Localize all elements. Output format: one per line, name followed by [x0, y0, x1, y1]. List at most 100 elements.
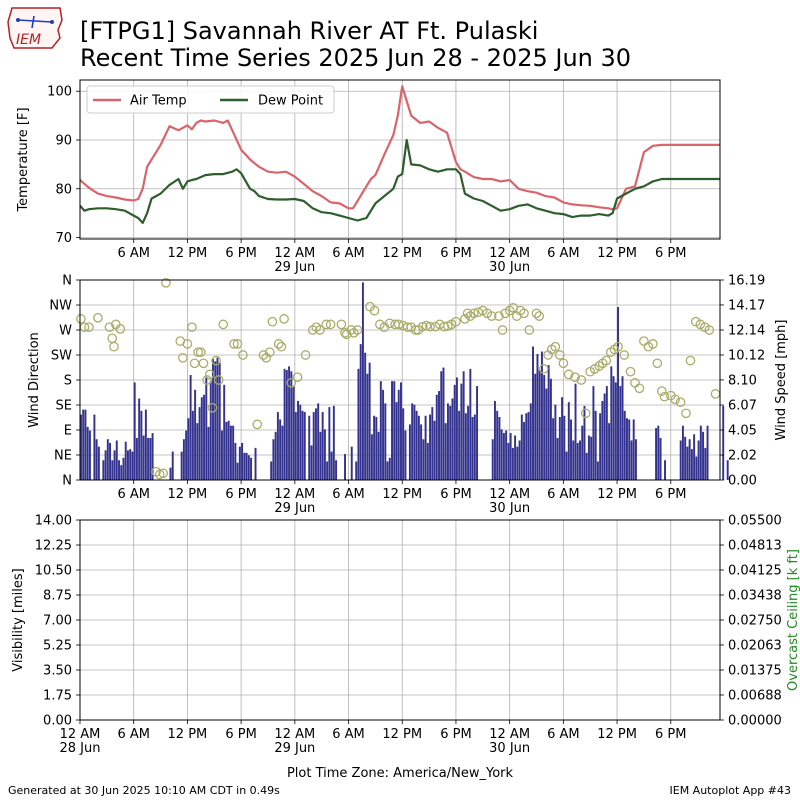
app-credit: IEM Autoplot App #43 [669, 784, 792, 797]
wind-speed-bar [182, 439, 185, 480]
wind-direction-point [161, 277, 171, 288]
wind-speed-bar [706, 425, 709, 480]
wind-speed-bar [554, 404, 557, 480]
wind-speed-bar [493, 400, 496, 480]
y-tick-label: N [62, 274, 72, 289]
y-right-tick-label: 0.04125 [728, 564, 782, 579]
y-right-tick-label: 0.00688 [728, 688, 782, 703]
wind-speed-bar [525, 413, 528, 480]
wind-speed-bar [415, 410, 418, 480]
wind-speed-bar [462, 371, 465, 480]
wind-speed-bar [458, 410, 461, 480]
wind-speed-bar [545, 388, 548, 480]
wind-direction-point [393, 319, 404, 330]
x-tick-label: 6 PM [440, 246, 471, 261]
wind-speed-bar [543, 375, 546, 480]
x-tick-label: 6 AM [547, 487, 580, 502]
wind-direction-point [109, 341, 119, 352]
wind-speed-bar [599, 413, 602, 480]
wind-speed-bar [220, 430, 223, 480]
wind-direction-point [524, 325, 535, 335]
plot-frame [79, 79, 721, 240]
wind-speed-bar [558, 417, 561, 480]
wind-speed-bar [514, 435, 517, 480]
wind-direction-point [497, 325, 508, 335]
wind-speed-bar [422, 439, 425, 480]
x-tick-label: 6 AM [547, 727, 580, 742]
wind-speed-bar [608, 423, 611, 480]
wind-speed-bar [312, 412, 315, 480]
wind-speed-bar [534, 373, 537, 480]
wind-speed-bar [247, 455, 250, 480]
wind-direction-point [473, 307, 484, 318]
wind-direction-point [84, 322, 94, 333]
wind-speed-bar [536, 354, 539, 480]
wind-speed-bar [617, 307, 619, 480]
wind-direction-point [267, 316, 278, 327]
wind-direction-point [273, 339, 284, 349]
y-tick-label: NE [54, 449, 72, 464]
wind-speed-bar [216, 357, 219, 480]
wind-direction-point [675, 397, 686, 408]
wind-speed-bar [684, 436, 687, 480]
y-right-tick-label: 0.03438 [728, 588, 782, 603]
wind-speed-bar [579, 440, 581, 480]
wind-direction-point [460, 314, 470, 324]
wind-direction-point [462, 308, 473, 319]
wind-speed-bar [189, 375, 192, 480]
wind-speed-bar [299, 404, 302, 480]
wind-speed-bar [323, 429, 326, 480]
x-tick-label: 6 PM [655, 487, 686, 502]
y-right-tick-label: 0.02063 [728, 638, 782, 653]
wind-speed-bar [344, 454, 346, 480]
x-tick-label: 12 AM [274, 727, 315, 742]
wind-speed-bar [467, 405, 470, 480]
wind-direction-point [352, 325, 363, 335]
wind-speed-bar [722, 405, 725, 480]
y-right-tick-label: 0.05500 [728, 514, 782, 529]
wind-direction-point [107, 333, 118, 344]
x-tick-label: 12 PM [382, 246, 422, 261]
wind-speed-bar [518, 440, 521, 480]
wind-speed-bar [209, 381, 212, 480]
y-right-axis-label: Overcast Ceiling [k ft] [786, 549, 800, 691]
wind-speed-bar [690, 449, 693, 480]
y-tick-label: SE [56, 399, 72, 414]
iowa-map-icon [7, 7, 63, 49]
x-tick-label: 6 PM [225, 246, 256, 261]
x-tick-label: 12 PM [597, 246, 637, 261]
wind-speed-bar [623, 410, 626, 480]
wind-direction-point [178, 352, 188, 363]
wind-direction-point [158, 468, 169, 479]
wind-speed-bar [115, 440, 118, 480]
wind-speed-bar [122, 457, 125, 480]
wind-speed-bar [404, 430, 407, 480]
wind-direction-point [104, 322, 115, 333]
y-right-tick-label: 16.19 [728, 274, 765, 289]
x-date-label: 29 Jun [274, 741, 315, 756]
x-tick-label: 6 AM [117, 246, 150, 261]
wind-direction-point [576, 375, 587, 385]
wind-direction-point [538, 364, 549, 374]
wind-direction-point [554, 350, 565, 360]
y-tick-label: SW [51, 349, 72, 364]
y-right-tick-label: 8.10 [728, 373, 757, 388]
wind-speed-bar [626, 418, 628, 480]
wind-speed-bar [574, 383, 577, 480]
wind-speed-bar [229, 425, 232, 480]
y-tick-label: 1.75 [43, 689, 72, 704]
x-axis-label: Plot Time Zone: America/New_York [287, 766, 514, 781]
x-tick-label: 6 AM [547, 246, 580, 261]
wind-speed-bar [187, 418, 190, 480]
wind-direction-point [258, 350, 269, 360]
x-tick-label: 12 AM [274, 487, 315, 502]
wind-speed-bar [695, 456, 698, 480]
wind-speed-bar [223, 384, 226, 480]
wind-direction-point [292, 372, 303, 383]
legend-label-air-temp: Air Temp [130, 94, 187, 109]
y-right-tick-label: 0.01375 [728, 664, 782, 679]
wind-speed-bar [350, 446, 353, 480]
wind-speed-bar [469, 368, 472, 480]
wind-speed-bar [395, 402, 398, 480]
legend-box [86, 85, 335, 114]
